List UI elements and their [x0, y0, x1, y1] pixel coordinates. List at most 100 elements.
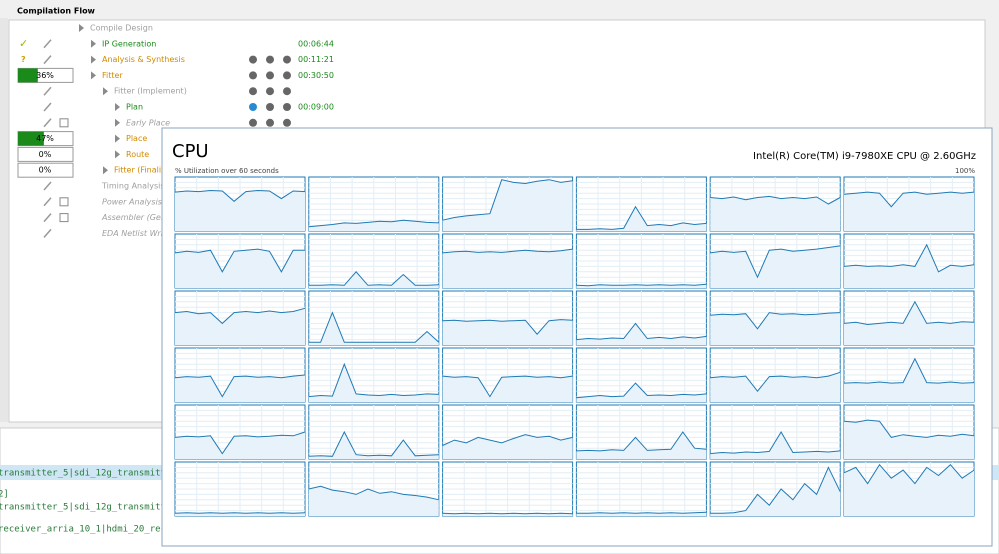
- core-line: [710, 431, 841, 455]
- tool-icon: [249, 87, 257, 96]
- task-name: Route: [126, 150, 149, 159]
- progress-box: [17, 162, 74, 178]
- task-name: Early Place: [126, 118, 170, 127]
- cpu-caption: % Utilization over 60 seconds: [175, 167, 279, 175]
- core-area: [175, 375, 305, 402]
- task-name: Assembler (Gener: [101, 213, 175, 222]
- core-area: [442, 249, 573, 288]
- core-line: [576, 382, 707, 399]
- core-line: [174, 307, 306, 325]
- task-status: ✓: [19, 37, 28, 50]
- edit-icon: [43, 118, 52, 128]
- core-line: [710, 245, 841, 279]
- core-area: [576, 383, 707, 402]
- core-area: [844, 358, 974, 402]
- core-area: [710, 467, 841, 516]
- core-line: [442, 512, 573, 515]
- core-line: [710, 312, 841, 330]
- tool-icon: [266, 87, 274, 96]
- task-status: ?: [21, 55, 26, 64]
- tool-icon: [283, 118, 291, 127]
- expand-arrow: [115, 103, 120, 111]
- progress-label: 0%: [39, 166, 52, 175]
- core-area: [175, 432, 305, 459]
- core-line: [576, 322, 707, 341]
- progress-bar: [18, 68, 38, 83]
- core-area: [175, 190, 305, 231]
- core-line: [710, 466, 841, 514]
- core-area: [710, 196, 841, 231]
- core-line: [576, 283, 707, 287]
- core-area: [576, 284, 707, 288]
- task-name: Timing Analysis (: [101, 182, 170, 191]
- core-area: [175, 249, 305, 288]
- task-name: Fitter (Finalize: [114, 166, 170, 175]
- core-line: [843, 243, 975, 273]
- tool-icon: [249, 103, 257, 111]
- core-line: [308, 485, 439, 501]
- tool-icon: [266, 103, 274, 111]
- expand-arrow: [103, 87, 108, 96]
- tool-icon: [283, 55, 291, 64]
- edit-icon: [43, 228, 52, 238]
- tool-icon: [249, 118, 257, 127]
- tool-icon: [266, 55, 274, 64]
- core-area: [175, 308, 305, 345]
- core-area: [844, 192, 974, 231]
- core-area: [308, 486, 439, 516]
- core-area: [308, 271, 439, 288]
- edit-icon: [43, 86, 52, 96]
- console-line: 2]: [0, 490, 9, 500]
- tool-icon: [283, 87, 291, 96]
- core-area: [844, 301, 974, 345]
- core-line: [576, 205, 707, 230]
- core-line: [710, 371, 841, 393]
- task-name: Place: [126, 134, 147, 143]
- tool-icon: [266, 71, 274, 80]
- core-line: [174, 431, 306, 455]
- expand-arrow: [91, 55, 96, 64]
- tool-icon: [249, 71, 257, 80]
- expand-arrow: [115, 150, 120, 159]
- expand-arrow: [79, 24, 84, 32]
- task-name: Fitter: [102, 71, 123, 80]
- task-name: EDA Netlist Writer: [102, 229, 175, 238]
- task-name: IP Generation: [102, 39, 156, 48]
- core-area: [844, 244, 974, 288]
- expand-arrow: [115, 134, 120, 143]
- edit-icon: [43, 181, 52, 191]
- expand-arrow: [91, 39, 96, 48]
- checkbox: [59, 118, 69, 128]
- core-area: [442, 319, 573, 345]
- core-area: [442, 434, 573, 459]
- edit-icon: [43, 55, 52, 65]
- core-line: [308, 430, 439, 457]
- edit-icon: [43, 39, 52, 49]
- core-line: [442, 434, 573, 446]
- console-line: transmitter_5|sdi_12g_transmitter_: [0, 503, 183, 513]
- progress-label: 0%: [39, 150, 52, 159]
- tool-icon: [283, 71, 291, 80]
- core-line: [442, 375, 573, 398]
- task-name: Power Analysis: [102, 197, 162, 206]
- core-area: [576, 432, 707, 459]
- task-name: Compile Design: [90, 24, 153, 33]
- progress-bar: [18, 131, 44, 146]
- task-name: Fitter (Implement): [114, 87, 187, 96]
- tool-icon: [266, 118, 274, 127]
- core-line: [174, 248, 305, 273]
- edit-icon: [43, 197, 52, 207]
- core-line: [710, 195, 841, 205]
- core-line: [174, 512, 306, 514]
- checkbox: [59, 197, 69, 207]
- core-line: [576, 431, 707, 452]
- core-line: [843, 191, 975, 208]
- console-line: transmitter_5|sdi_12g_transmitter_: [0, 469, 183, 479]
- core-line: [843, 300, 975, 326]
- checkbox: [59, 213, 69, 223]
- cpu-max-label: 100%: [955, 167, 975, 175]
- core-line: [308, 362, 439, 398]
- core-area: [576, 323, 707, 345]
- cpu-title: CPU: [172, 141, 209, 162]
- core-area: [710, 372, 841, 402]
